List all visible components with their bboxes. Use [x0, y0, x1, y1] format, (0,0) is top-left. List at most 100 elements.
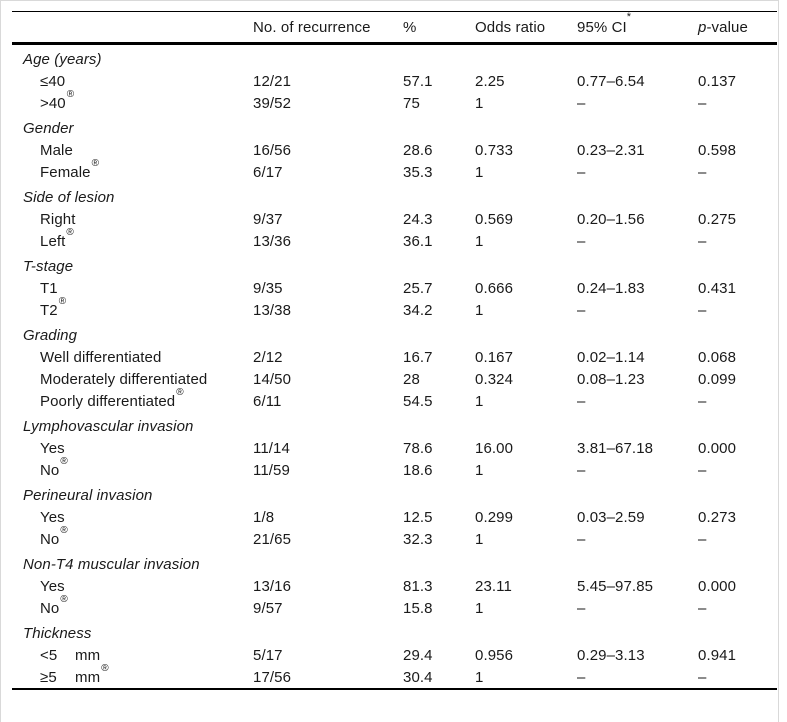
cell-odds-ratio: 0.167	[475, 348, 514, 366]
table-row: <5 mm 5/17 29.4 0.956 0.29–3.13 0.941	[12, 644, 777, 666]
row-label: Female®	[12, 158, 253, 181]
row-label: Poorly differentiated®	[12, 387, 253, 410]
cell-p-value: –	[698, 301, 707, 319]
row-unit: mm	[75, 668, 101, 686]
cell-percent: 30.4	[403, 668, 433, 686]
cell-ci: –	[577, 668, 586, 686]
cell-percent: 25.7	[403, 279, 433, 297]
row-label-text: Moderately differentiated	[40, 370, 208, 388]
group-header-row: Thickness	[12, 619, 777, 644]
group-header-row: Lymphovascular invasion	[12, 412, 777, 437]
cell-odds-ratio: 1	[475, 530, 484, 548]
group-label: Lymphovascular invasion	[23, 417, 194, 435]
group-label: Age (years)	[23, 50, 102, 68]
row-label: Yes	[12, 441, 253, 456]
row-label: Yes	[12, 579, 253, 594]
cell-p-value: 0.275	[698, 210, 737, 228]
row-label-text: Male	[40, 141, 73, 159]
reference-category-marker: ®	[60, 455, 68, 467]
column-header-ci: 95% CI*	[577, 11, 698, 35]
cell-recurrence: 14/50	[253, 370, 292, 388]
cell-p-value: 0.273	[698, 508, 737, 526]
cell-recurrence: 11/59	[253, 461, 290, 479]
cell-recurrence: 2/12	[253, 348, 283, 366]
cell-odds-ratio: 0.324	[475, 370, 514, 388]
table-row: No® 11/59 18.6 1– –	[12, 455, 777, 481]
table-row: T1 9/35 25.7 0.666 0.24–1.83 0.431	[12, 277, 777, 299]
cell-ci: 0.24–1.83	[577, 279, 645, 297]
table-body: Age (years) ≤40 12/21 57.1 2.25 0.77–6.54 0.13…	[12, 45, 777, 688]
row-label: Left®	[12, 227, 253, 250]
cell-p-value: –	[698, 599, 707, 617]
row-label-text: <5	[40, 646, 58, 664]
cell-p-value: –	[698, 461, 707, 479]
cell-odds-ratio: 1	[475, 461, 484, 479]
table-row: Moderately differentiated 14/50 28 0.324 0.0…	[12, 368, 777, 390]
cell-percent: 12.5	[403, 508, 433, 526]
cell-ci: –	[577, 599, 586, 617]
group-header-row: Age (years)	[12, 45, 777, 70]
cell-recurrence: 16/56	[253, 141, 292, 159]
row-label: No®	[12, 525, 253, 547]
table-row: Male 16/56 28.6 0.733 0.23–2.31 0.598	[12, 139, 777, 161]
table-row: Female® 6/17 35.3 1– –	[12, 158, 777, 183]
group-label: Grading	[23, 326, 78, 344]
reference-category-marker: ®	[101, 662, 109, 674]
cell-odds-ratio: 1	[475, 163, 484, 181]
group-label: Thickness	[23, 624, 92, 642]
ci-footnote-asterisk: *	[626, 10, 632, 23]
row-unit: mm	[75, 646, 101, 664]
cell-odds-ratio: 23.11	[475, 577, 512, 595]
row-label: No®	[12, 594, 253, 616]
cell-odds-ratio: 1	[475, 392, 484, 410]
cell-ci: 0.03–2.59	[577, 508, 645, 526]
cell-p-value: 0.099	[698, 370, 737, 388]
p-value-italic-p: p	[698, 18, 707, 36]
cell-ci: 3.81–67.18	[577, 439, 654, 457]
cell-recurrence: 12/21	[253, 72, 292, 90]
cell-odds-ratio: 16.00	[475, 439, 514, 457]
cell-recurrence: 21/65	[253, 530, 292, 548]
row-label: Right	[12, 212, 253, 227]
reference-category-marker: ®	[58, 295, 67, 307]
group-header-row: Gender	[12, 114, 777, 139]
cell-p-value: –	[698, 232, 707, 250]
cell-p-value: 0.431	[698, 279, 737, 297]
cell-p-value: –	[698, 94, 707, 112]
table-row: >40® 39/52 75 1– –	[12, 89, 777, 114]
column-header-recurrence: No. of recurrence	[253, 18, 371, 36]
cell-ci: 0.23–2.31	[577, 141, 645, 159]
cell-percent: 24.3	[403, 210, 433, 228]
cell-recurrence: 6/17	[253, 163, 283, 181]
group-header-row: Side of lesion	[12, 183, 777, 208]
column-header-odds-ratio: Odds ratio	[475, 18, 546, 36]
table-row: Right 9/37 24.3 0.569 0.20–1.56 0.275	[12, 208, 777, 230]
row-label-text: Yes	[40, 508, 65, 526]
table-row: Yes 11/14 78.6 16.00 3.81–67.18 0.000	[12, 437, 777, 459]
cell-odds-ratio: 1	[475, 301, 484, 319]
cell-percent: 16.7	[403, 348, 433, 366]
cell-ci: –	[577, 392, 586, 410]
cell-p-value: –	[698, 530, 707, 548]
row-label-text: Yes	[40, 439, 65, 457]
column-header-p-value: p-value	[698, 20, 777, 35]
reference-category-marker: ®	[60, 524, 68, 536]
row-label: >40®	[12, 89, 253, 111]
row-label-text: Left	[40, 232, 66, 250]
cell-p-value: –	[698, 668, 707, 686]
row-label-text: Right	[40, 210, 76, 228]
table-row: Well differentiated 2/12 16.7 0.167 0.02–1.1…	[12, 346, 777, 368]
group-label: Perineural invasion	[23, 486, 153, 504]
row-label-text: Female	[40, 163, 91, 181]
group-header-row: T-stage	[12, 252, 777, 277]
cell-recurrence: 13/36	[253, 232, 292, 250]
row-label-text: ≤40	[40, 72, 66, 90]
row-label-text: Poorly differentiated	[40, 392, 176, 410]
cell-recurrence: 13/38	[253, 301, 292, 319]
cell-percent: 35.3	[403, 163, 433, 181]
cell-p-value: –	[698, 392, 707, 410]
cell-recurrence: 6/11	[253, 392, 282, 410]
cell-ci: 5.45–97.85	[577, 577, 654, 595]
cell-odds-ratio: 0.299	[475, 508, 514, 526]
row-label: ≥5 mm®	[12, 663, 253, 686]
